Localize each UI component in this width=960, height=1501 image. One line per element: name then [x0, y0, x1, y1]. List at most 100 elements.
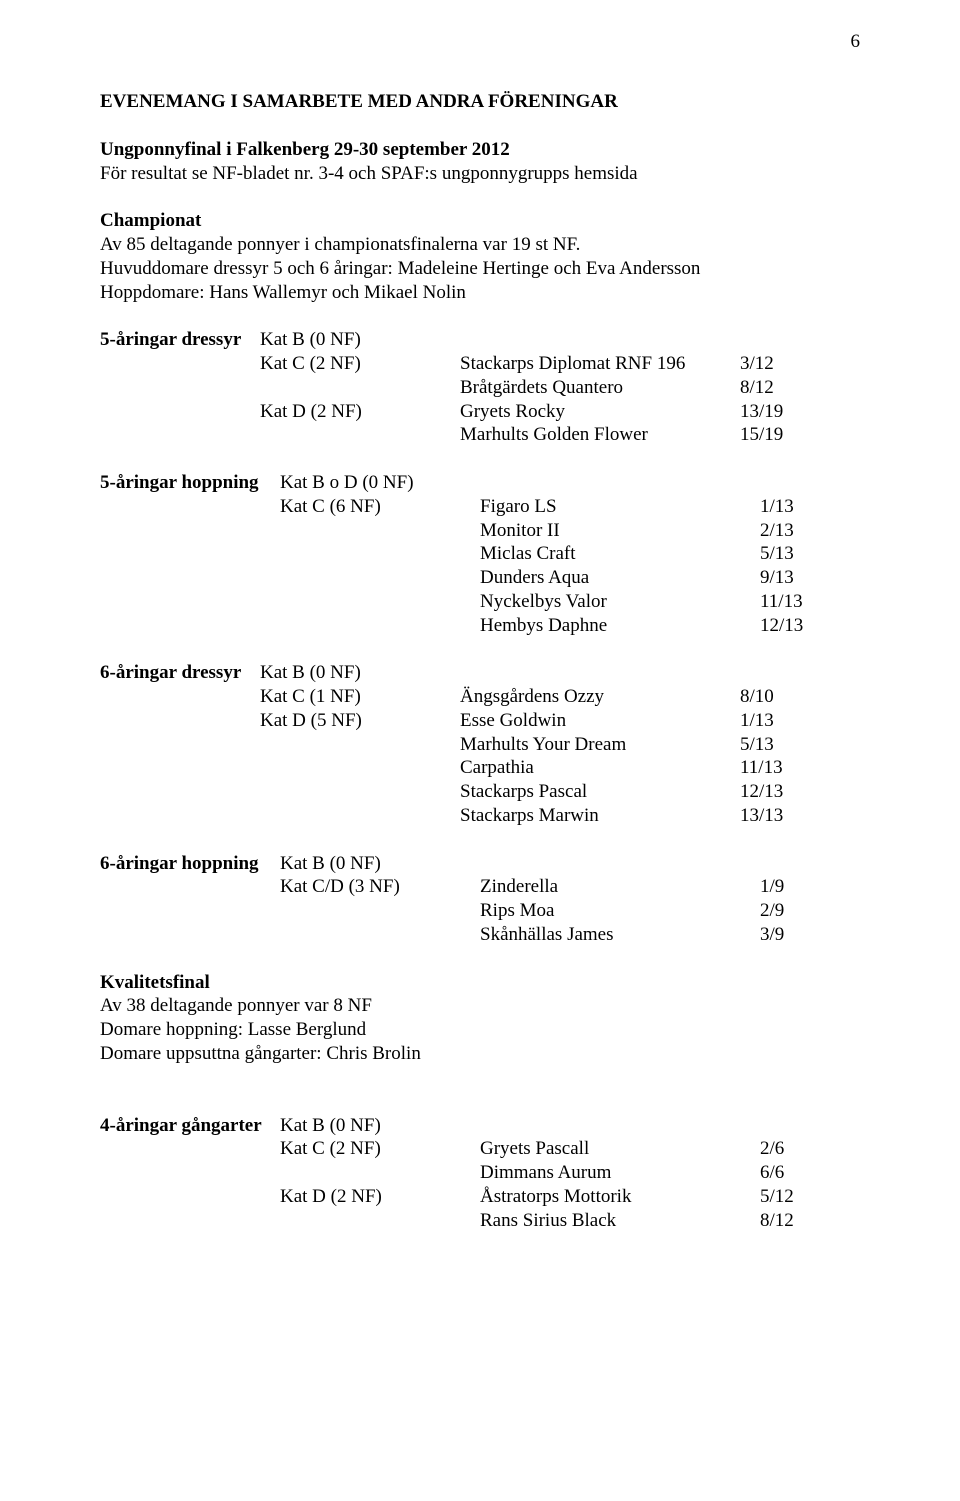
row-value: 8/10	[740, 685, 800, 709]
group-head-kat: Kat B (0 NF)	[260, 661, 460, 685]
group-title: 4-åringar gångarter	[100, 1114, 280, 1138]
row-indent	[100, 1161, 280, 1185]
result-row: Kat D (5 NF)Esse Goldwin1/13	[100, 709, 860, 733]
row-kat	[280, 923, 480, 947]
row-value: 13/19	[740, 400, 800, 424]
group-header: 6-åringar dressyr Kat B (0 NF)	[100, 661, 860, 685]
intro-title: Ungponnyfinal i Falkenberg 29-30 septemb…	[100, 138, 860, 162]
intro-line: För resultat se NF-bladet nr. 3-4 och SP…	[100, 162, 860, 186]
row-kat	[280, 542, 480, 566]
row-kat	[280, 590, 480, 614]
row-indent	[100, 709, 260, 733]
row-value: 1/13	[740, 709, 800, 733]
heading-main: EVENEMANG I SAMARBETE MED ANDRA FÖRENING…	[100, 90, 860, 114]
group-header: 6-åringar hoppning Kat B (0 NF)	[100, 852, 860, 876]
result-row: Kat C (6 NF)Figaro LS1/13	[100, 495, 860, 519]
row-kat	[280, 899, 480, 923]
row-name: Nyckelbys Valor	[480, 590, 760, 614]
row-name: Stackarps Diplomat RNF 196	[460, 352, 740, 376]
row-value: 2/9	[760, 899, 820, 923]
row-kat: Kat D (2 NF)	[260, 400, 460, 424]
row-name: Miclas Craft	[480, 542, 760, 566]
row-indent	[100, 1209, 280, 1233]
row-value: 13/13	[740, 804, 800, 828]
row-kat	[260, 804, 460, 828]
row-value: 3/12	[740, 352, 800, 376]
row-kat	[280, 1209, 480, 1233]
row-indent	[100, 923, 280, 947]
row-name: Gryets Rocky	[460, 400, 740, 424]
row-indent	[100, 780, 260, 804]
row-kat	[280, 1161, 480, 1185]
row-value: 2/13	[760, 519, 820, 543]
result-row: Carpathia11/13	[100, 756, 860, 780]
row-name: Esse Goldwin	[460, 709, 740, 733]
result-row: Kat C (1 NF)Ängsgårdens Ozzy8/10	[100, 685, 860, 709]
row-kat: Kat C/D (3 NF)	[280, 875, 480, 899]
row-kat	[260, 733, 460, 757]
row-value: 12/13	[740, 780, 800, 804]
row-indent	[100, 733, 260, 757]
group-title: 6-åringar dressyr	[100, 661, 260, 685]
row-kat: Kat D (2 NF)	[280, 1185, 480, 1209]
row-value: 2/6	[760, 1137, 820, 1161]
row-indent	[100, 614, 280, 638]
group-head-kat: Kat B (0 NF)	[280, 852, 480, 876]
row-indent	[100, 899, 280, 923]
row-kat: Kat C (2 NF)	[260, 352, 460, 376]
row-kat	[260, 756, 460, 780]
group-head-kat: Kat B (0 NF)	[260, 328, 460, 352]
row-value: 1/9	[760, 875, 820, 899]
row-name: Skånhällas James	[480, 923, 760, 947]
row-name: Figaro LS	[480, 495, 760, 519]
row-name: Bråtgärdets Quantero	[460, 376, 740, 400]
document-page: 6 EVENEMANG I SAMARBETE MED ANDRA FÖRENI…	[0, 0, 960, 1501]
row-indent	[100, 685, 260, 709]
row-name: Zinderella	[480, 875, 760, 899]
championat-title: Championat	[100, 209, 860, 233]
result-row: Kat C (2 NF)Stackarps Diplomat RNF 1963/…	[100, 352, 860, 376]
result-row: Miclas Craft5/13	[100, 542, 860, 566]
row-value: 8/12	[760, 1209, 820, 1233]
row-name: Gryets Pascall	[480, 1137, 760, 1161]
row-indent	[100, 1137, 280, 1161]
row-indent	[100, 495, 280, 519]
championat-line2: Huvuddomare dressyr 5 och 6 åringar: Mad…	[100, 257, 860, 281]
result-row: Stackarps Marwin13/13	[100, 804, 860, 828]
row-indent	[100, 352, 260, 376]
row-kat: Kat C (2 NF)	[280, 1137, 480, 1161]
row-value: 3/9	[760, 923, 820, 947]
row-kat	[260, 780, 460, 804]
row-indent	[100, 376, 260, 400]
row-value: 9/13	[760, 566, 820, 590]
row-value: 5/13	[760, 542, 820, 566]
result-row: Hembys Daphne12/13	[100, 614, 860, 638]
row-value: 6/6	[760, 1161, 820, 1185]
row-value: 1/13	[760, 495, 820, 519]
championat-line3: Hoppdomare: Hans Wallemyr och Mikael Nol…	[100, 281, 860, 305]
row-name: Rans Sirius Black	[480, 1209, 760, 1233]
row-value: 11/13	[760, 590, 820, 614]
group-head-kat: Kat B o D (0 NF)	[280, 471, 480, 495]
result-row: Monitor II2/13	[100, 519, 860, 543]
row-name: Carpathia	[460, 756, 740, 780]
row-kat: Kat C (1 NF)	[260, 685, 460, 709]
row-indent	[100, 542, 280, 566]
row-value: 5/12	[760, 1185, 820, 1209]
kvalitet-line2: Domare hoppning: Lasse Berglund	[100, 1018, 860, 1042]
row-indent	[100, 1185, 280, 1209]
group-header: 4-åringar gångarter Kat B (0 NF)	[100, 1114, 860, 1138]
result-row: Kat D (2 NF)Gryets Rocky13/19	[100, 400, 860, 424]
row-indent	[100, 519, 280, 543]
result-row: Kat C/D (3 NF)Zinderella1/9	[100, 875, 860, 899]
row-indent	[100, 400, 260, 424]
result-row: Kat D (2 NF)Åstratorps Mottorik5/12	[100, 1185, 860, 1209]
kvalitet-title: Kvalitetsfinal	[100, 971, 860, 995]
row-kat	[280, 519, 480, 543]
result-row: Marhults Your Dream5/13	[100, 733, 860, 757]
result-row: Bråtgärdets Quantero8/12	[100, 376, 860, 400]
row-indent	[100, 423, 260, 447]
row-indent	[100, 875, 280, 899]
group-title: 6-åringar hoppning	[100, 852, 280, 876]
row-indent	[100, 590, 280, 614]
